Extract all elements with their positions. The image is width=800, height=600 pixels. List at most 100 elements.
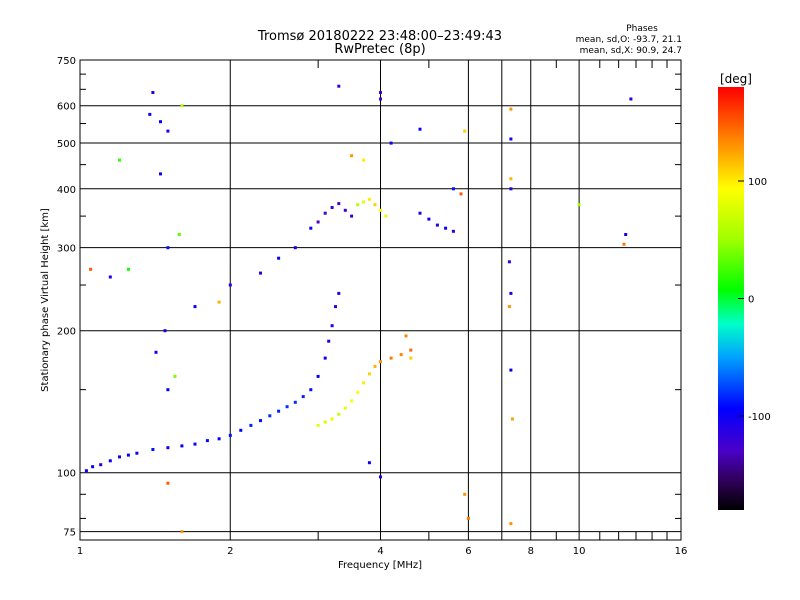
y-tick-label: 750 [57, 56, 76, 67]
data-point [577, 203, 581, 207]
data-point [126, 453, 130, 457]
x-axis-label: Frequency [MHz] [338, 560, 422, 571]
data-point [151, 91, 155, 94]
data-point [228, 433, 232, 437]
data-point [350, 154, 354, 158]
x-tick-label: 1 [77, 546, 83, 557]
data-point [323, 356, 327, 360]
info-heading: Phases [626, 24, 658, 34]
data-point [84, 469, 88, 473]
colorbar-tick-label: 0 [748, 295, 754, 306]
data-point [509, 137, 513, 141]
data-point [277, 409, 281, 413]
data-point [367, 197, 371, 201]
data-point [135, 451, 139, 455]
info-line-x: mean, sd,X: 90.9, 24.7 [580, 46, 682, 56]
data-point [379, 91, 382, 94]
data-point [327, 339, 331, 343]
x-tick-label: 8 [528, 546, 534, 557]
data-point [343, 208, 347, 212]
data-point [337, 291, 341, 295]
data-point [337, 202, 341, 206]
data-point [509, 522, 513, 526]
data-point [379, 97, 382, 101]
data-point [108, 459, 112, 463]
data-point [268, 414, 272, 418]
data-point [301, 395, 305, 399]
data-point [350, 399, 354, 403]
data-point [427, 217, 431, 221]
y-tick-label: 400 [57, 185, 76, 196]
data-point [166, 388, 170, 392]
data-point [367, 372, 371, 376]
data-point [159, 172, 162, 176]
x-tick-label: 6 [465, 546, 471, 557]
data-point [389, 356, 393, 360]
colorbar-ticks: 100 0 -100 [738, 177, 771, 423]
data-point [629, 97, 633, 101]
data-point [316, 220, 320, 224]
data-point [384, 214, 388, 218]
data-point [463, 129, 467, 133]
x-tick-label: 2 [227, 546, 233, 557]
data-point [193, 305, 197, 309]
data-point [343, 406, 347, 410]
data-point [389, 141, 393, 145]
data-point [228, 283, 232, 287]
data-point [337, 84, 341, 88]
data-point [509, 107, 513, 111]
data-point [509, 187, 513, 191]
chart-title: Tromsø 20180222 23:48:00–23:49:43 [257, 29, 502, 44]
data-point [409, 348, 413, 352]
x-tick-label: 4 [377, 546, 383, 557]
x-tick-label: 10 [573, 546, 586, 557]
data-point [330, 324, 334, 328]
y-tick-label: 600 [57, 102, 76, 113]
data-point [166, 129, 170, 133]
x-tick-label: 16 [675, 546, 688, 557]
data-point [323, 420, 327, 424]
data-point [180, 530, 184, 534]
data-point [309, 388, 313, 392]
data-point [334, 305, 337, 309]
data-point [91, 465, 95, 469]
data-point [451, 229, 455, 233]
data-point [373, 364, 377, 368]
data-point [259, 419, 262, 423]
data-point [356, 203, 360, 207]
data-point [166, 481, 170, 485]
data-point [108, 275, 112, 279]
data-point [350, 214, 354, 218]
data-point [466, 516, 470, 520]
data-point [409, 356, 413, 360]
axis-ticks: 1 2 4 6 8 10 16 75 100 200 300 400 500 600 750 [57, 56, 687, 557]
data-point [330, 206, 334, 209]
y-tick-label: 300 [57, 244, 76, 255]
data-point [463, 492, 467, 496]
data-point [89, 267, 93, 271]
data-point [173, 374, 177, 378]
data-point [249, 423, 253, 427]
y-tick-label: 100 [57, 469, 76, 480]
colorbar-tick-label: -100 [748, 412, 771, 423]
data-point [285, 405, 289, 409]
data-point [507, 305, 511, 309]
data-point [356, 390, 360, 394]
data-point [459, 192, 463, 196]
data-point [118, 455, 121, 459]
data-point [337, 412, 341, 416]
data-point [379, 475, 382, 479]
y-tick-label: 200 [57, 327, 76, 338]
data-point [154, 350, 158, 354]
data-point [316, 374, 320, 378]
data-point [159, 120, 162, 124]
colorbar-label: [deg] [720, 72, 752, 86]
data-point [362, 158, 366, 162]
info-line-o: mean, sd,O: -93.7, 21.1 [576, 35, 682, 45]
data-point [205, 439, 209, 443]
data-point [510, 417, 514, 421]
data-point [509, 291, 513, 295]
data-point [180, 104, 184, 108]
data-point [509, 177, 513, 181]
data-point [509, 368, 513, 372]
